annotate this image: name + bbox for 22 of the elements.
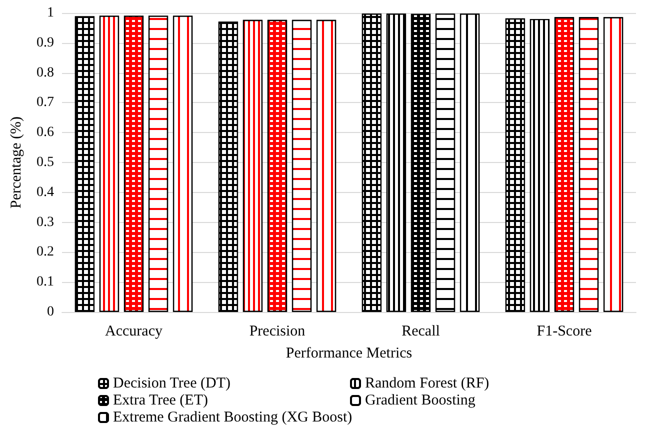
- y-tick-label: 1: [47, 6, 54, 20]
- y-tick-label: 0.3: [36, 214, 54, 230]
- x-tick-label: Accuracy: [105, 324, 163, 340]
- y-tick-label: 0.2: [36, 244, 54, 260]
- legend-label: Extreme Gradient Boosting (XG Boost): [113, 410, 352, 426]
- x-tick-label: Recall: [402, 324, 440, 340]
- y-tick-label: 0: [47, 304, 54, 320]
- x-tick-label: F1-Score: [536, 324, 592, 340]
- y-tick-label: 0.8: [36, 65, 54, 80]
- x-axis-title: Performance Metrics: [286, 346, 412, 362]
- y-tick-label: 0.7: [36, 95, 54, 110]
- legend-label: Random Forest (RF): [365, 376, 490, 392]
- x-tick-label: Precision: [249, 324, 306, 340]
- y-tick-label: 0.1: [36, 274, 54, 290]
- y-axis-title: Percentage (%): [8, 116, 24, 209]
- y-tick-label: 0.6: [36, 125, 54, 140]
- legend-label: Extra Tree (ET): [113, 392, 208, 408]
- y-tick-label: 0.4: [36, 184, 54, 200]
- legend-label: Decision Tree (DT): [113, 376, 230, 392]
- y-tick-label: 0.9: [36, 35, 54, 50]
- legend-label: Gradient Boosting: [365, 392, 476, 408]
- y-tick-label: 0.5: [36, 155, 54, 170]
